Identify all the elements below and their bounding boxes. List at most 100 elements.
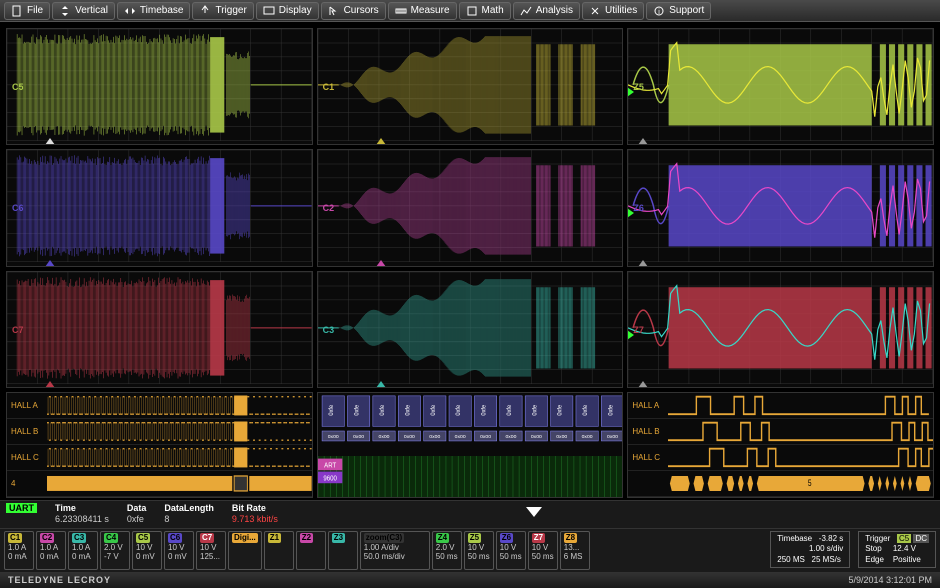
channel-descriptor-digi[interactable]: Digi... [228,531,262,570]
channel-offset: 125... [200,552,222,562]
channel-descriptor-z1[interactable]: Z1 [264,531,294,570]
display-icon [263,5,275,17]
channel-scale: 10 V [532,543,554,553]
file-menu-button[interactable]: File [4,2,50,20]
scope-panel-c1[interactable]: C1 [317,28,624,145]
cursor-icon [328,5,340,17]
datetime-label: 5/9/2014 3:12:01 PM [848,575,932,585]
channel-offset: 50.0 ms/div [364,552,426,562]
uart-tag: UART [6,503,37,513]
math-menu-button[interactable]: Math [459,2,511,20]
channel-tag: Z5 [468,533,481,543]
channel-descriptor-z7[interactable]: Z710 V50 ms [528,531,558,570]
scope-panel-z5[interactable]: Z5 [627,28,934,145]
trigger-readout[interactable]: Trigger C5 DC Stop 12.4 V Edge Positive [858,531,936,568]
digital-waveform [47,419,312,444]
svg-text:0xfe: 0xfe [583,404,589,416]
digital-bus: 5 [668,471,933,496]
channel-descriptor-zoomc3[interactable]: zoom(C3)1.00 A/div50.0 ms/div [360,531,430,570]
scope-panel-c5[interactable]: C5 [6,28,313,145]
channel-offset: 0 mA [72,552,94,562]
channel-descriptor-c7[interactable]: C710 V125... [196,531,226,570]
trigger-marker-icon[interactable] [45,138,55,145]
scope-panel-c7[interactable]: C7 [6,271,313,388]
trigger-marker-icon[interactable] [45,381,55,388]
channel-tag: C6 [168,533,182,543]
timebase-menu-button[interactable]: Timebase [117,2,191,20]
channel-descriptor-z5[interactable]: Z510 V50 ms [464,531,494,570]
svg-text:0x00: 0x00 [327,434,338,440]
trigger-marker-icon[interactable] [45,260,55,267]
channel-descriptor-z4[interactable]: Z42.0 V50 ms [432,531,462,570]
channel-descriptor-z2[interactable]: Z2 [296,531,326,570]
svg-text:0x00: 0x00 [454,434,465,440]
uart-col-header: Bit Rate [232,503,278,513]
trig-icon [199,5,211,17]
channel-scale: 1.0 A [72,543,94,553]
scope-panel-z6[interactable]: Z6 [627,149,934,266]
digital-channel-label: HALL B [628,427,668,436]
digital-group-label: 4 [7,479,47,488]
trigger-marker-icon[interactable] [376,138,386,145]
svg-text:0xfe: 0xfe [380,404,386,416]
scope-panel-c2[interactable]: C2 [317,149,624,266]
svg-text:9600: 9600 [323,475,337,483]
svg-text:0xfe: 0xfe [329,404,335,416]
digital-channel-label: HALL C [628,453,668,462]
trigger-marker-icon[interactable] [376,260,386,267]
channel-descriptor-c4[interactable]: C42.0 V-7 V [100,531,130,570]
channel-tag: C2 [40,533,54,543]
channel-descriptor-c2[interactable]: C21.0 A0 mA [36,531,66,570]
uart-col-value: 6.23308411 s [55,514,109,524]
channel-descriptor-c3[interactable]: C31.0 A0 mA [68,531,98,570]
digital-waveform [668,393,933,418]
channel-descriptor-c5[interactable]: C510 V0 mV [132,531,162,570]
svg-text:ART: ART [324,462,337,470]
decode-panel-mid[interactable]: 0xfe0xfe0xfe0xfe0xfe0xfe0xfe0xfe0xfe0xfe… [317,392,624,498]
svg-text:0x00: 0x00 [505,434,516,440]
channel-descriptor-c1[interactable]: C11.0 A0 mA [4,531,34,570]
channel-offset: -7 V [104,552,126,562]
channel-scale: 13... [564,543,586,553]
channel-tag: Z2 [300,533,313,543]
channel-tag: Z1 [268,533,281,543]
digital-waveform [47,445,312,470]
channel-descriptor-z6[interactable]: Z610 V50 ms [496,531,526,570]
digital-panel-right[interactable]: HALL A HALL B HALL C5 [627,392,934,498]
scope-panel-z7[interactable]: Z7 [627,271,934,388]
channel-descriptor-z3[interactable]: Z3 [328,531,358,570]
scope-panel-c3[interactable]: C3 [317,271,624,388]
display-menu-button[interactable]: Display [256,2,319,20]
uart-col-value: 0xfe [127,514,147,524]
channel-offset: 0 mA [40,552,62,562]
leftright-icon [124,5,136,17]
cursors-menu-button[interactable]: Cursors [321,2,386,20]
channel-offset: 0 mV [168,552,190,562]
timebase-trigger-panel: Timebase -3.82 s 1.00 s/div 250 MS 25 MS… [770,531,936,568]
analysis-menu-button[interactable]: Analysis [513,2,580,20]
trigger-menu-button[interactable]: Trigger [192,2,253,20]
scope-panel-c6[interactable]: C6 [6,149,313,266]
channel-tag: Z7 [532,533,545,543]
channel-offset: 0 mV [136,552,158,562]
dropdown-icon[interactable] [526,507,542,517]
digital-panel-left[interactable]: HALL AHALL BHALL C4 [6,392,313,498]
utilities-menu-button[interactable]: Utilities [582,2,644,20]
svg-text:0xfe: 0xfe [481,404,487,416]
channel-tag: C5 [136,533,150,543]
digital-channel-label: HALL C [7,453,47,462]
channel-tag: C7 [200,533,214,543]
digital-channel-label: HALL A [628,401,668,410]
support-menu-button[interactable]: iSupport [646,2,711,20]
timebase-readout[interactable]: Timebase -3.82 s 1.00 s/div 250 MS 25 MS… [770,531,850,568]
channel-scale: 10 V [200,543,222,553]
measure-menu-button[interactable]: Measure [388,2,457,20]
trigger-marker-icon[interactable] [376,381,386,388]
vertical-menu-button[interactable]: Vertical [52,2,115,20]
util-icon [589,5,601,17]
svg-text:0xfe: 0xfe [405,404,411,416]
svg-text:0xfe: 0xfe [532,404,538,416]
channel-descriptor-c6[interactable]: C610 V0 mV [164,531,194,570]
channel-label: C6 [9,202,27,214]
channel-descriptor-z8[interactable]: Z813...6 MS [560,531,590,570]
